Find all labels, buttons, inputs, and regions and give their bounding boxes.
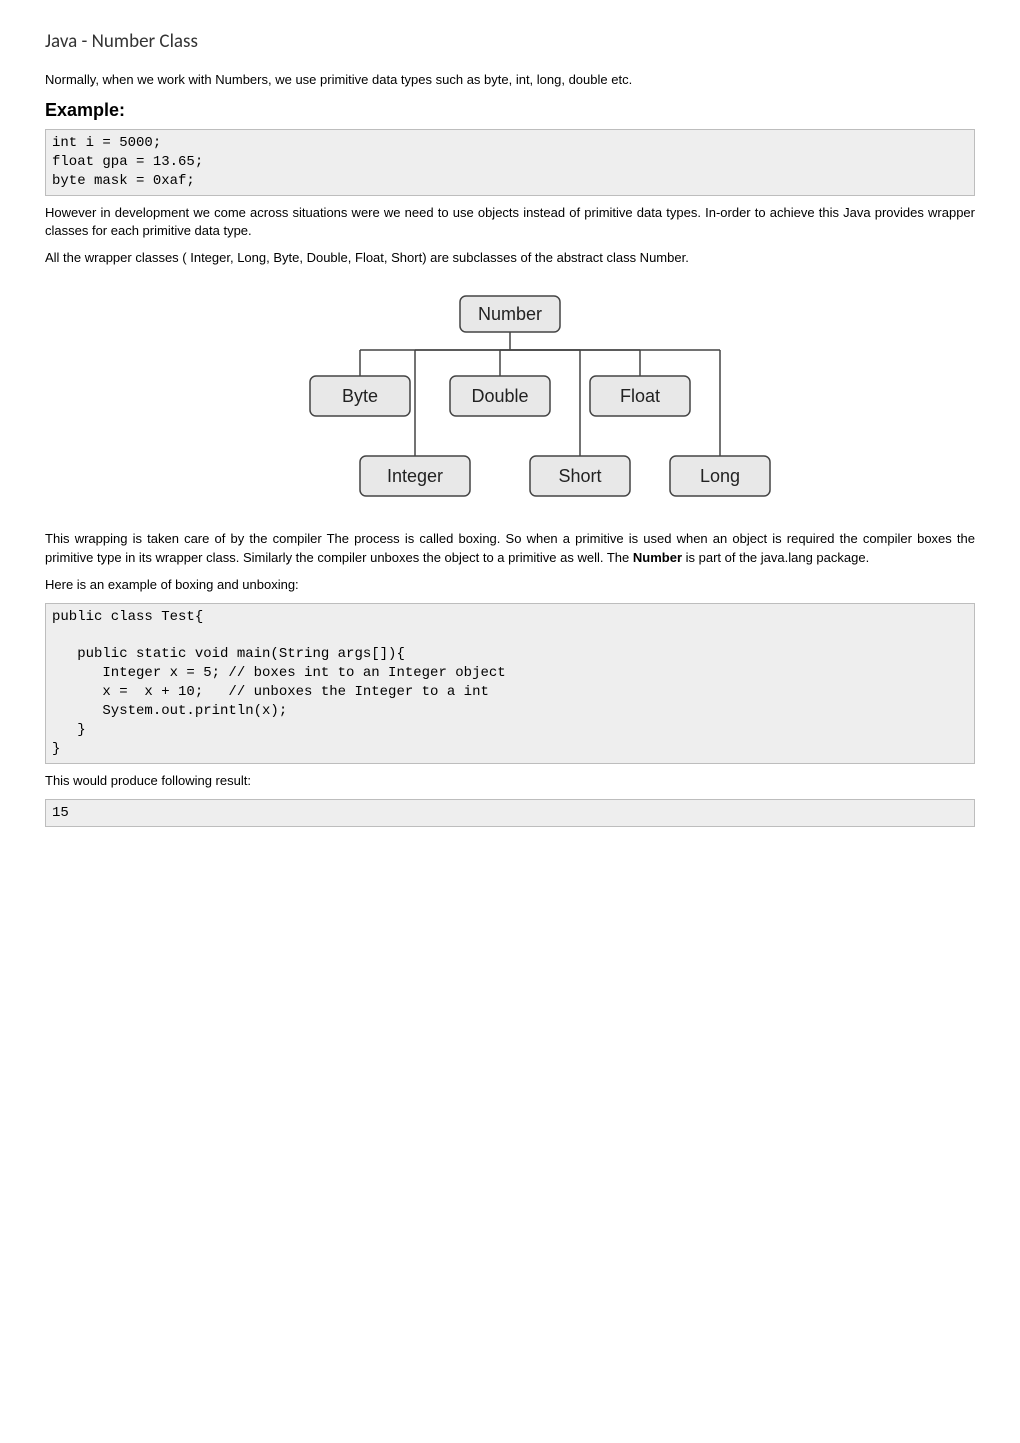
paragraph-example2: Here is an example of boxing and unboxin…	[45, 576, 975, 595]
diagram-node-label-integer: Integer	[387, 466, 443, 486]
code-block-3: 15	[45, 799, 975, 828]
diagram-node-label-short: Short	[558, 466, 601, 486]
boxing-bold: Number	[633, 550, 682, 565]
page-title: Java - Number Class	[45, 30, 975, 53]
intro-paragraph: Normally, when we work with Numbers, we …	[45, 71, 975, 90]
paragraph-result: This would produce following result:	[45, 772, 975, 791]
code-block-1: int i = 5000; float gpa = 13.65; byte ma…	[45, 129, 975, 196]
diagram-svg: Number Byte Double Float Integer Short Long	[230, 286, 790, 506]
diagram-node-label-double: Double	[471, 386, 528, 406]
paragraph-wrapper-intro: However in development we come across si…	[45, 204, 975, 242]
diagram-node-label-byte: Byte	[342, 386, 378, 406]
class-hierarchy-diagram: Number Byte Double Float Integer Short Long	[45, 286, 975, 506]
diagram-node-label-float: Float	[620, 386, 660, 406]
code-block-2: public class Test{ public static void ma…	[45, 603, 975, 764]
example-heading: Example:	[45, 100, 975, 121]
paragraph-subclasses: All the wrapper classes ( Integer, Long,…	[45, 249, 975, 268]
diagram-node-label-long: Long	[700, 466, 740, 486]
diagram-node-label-number: Number	[478, 304, 542, 324]
paragraph-boxing: This wrapping is taken care of by the co…	[45, 530, 975, 568]
boxing-text-b: is part of the java.lang package.	[682, 550, 869, 565]
